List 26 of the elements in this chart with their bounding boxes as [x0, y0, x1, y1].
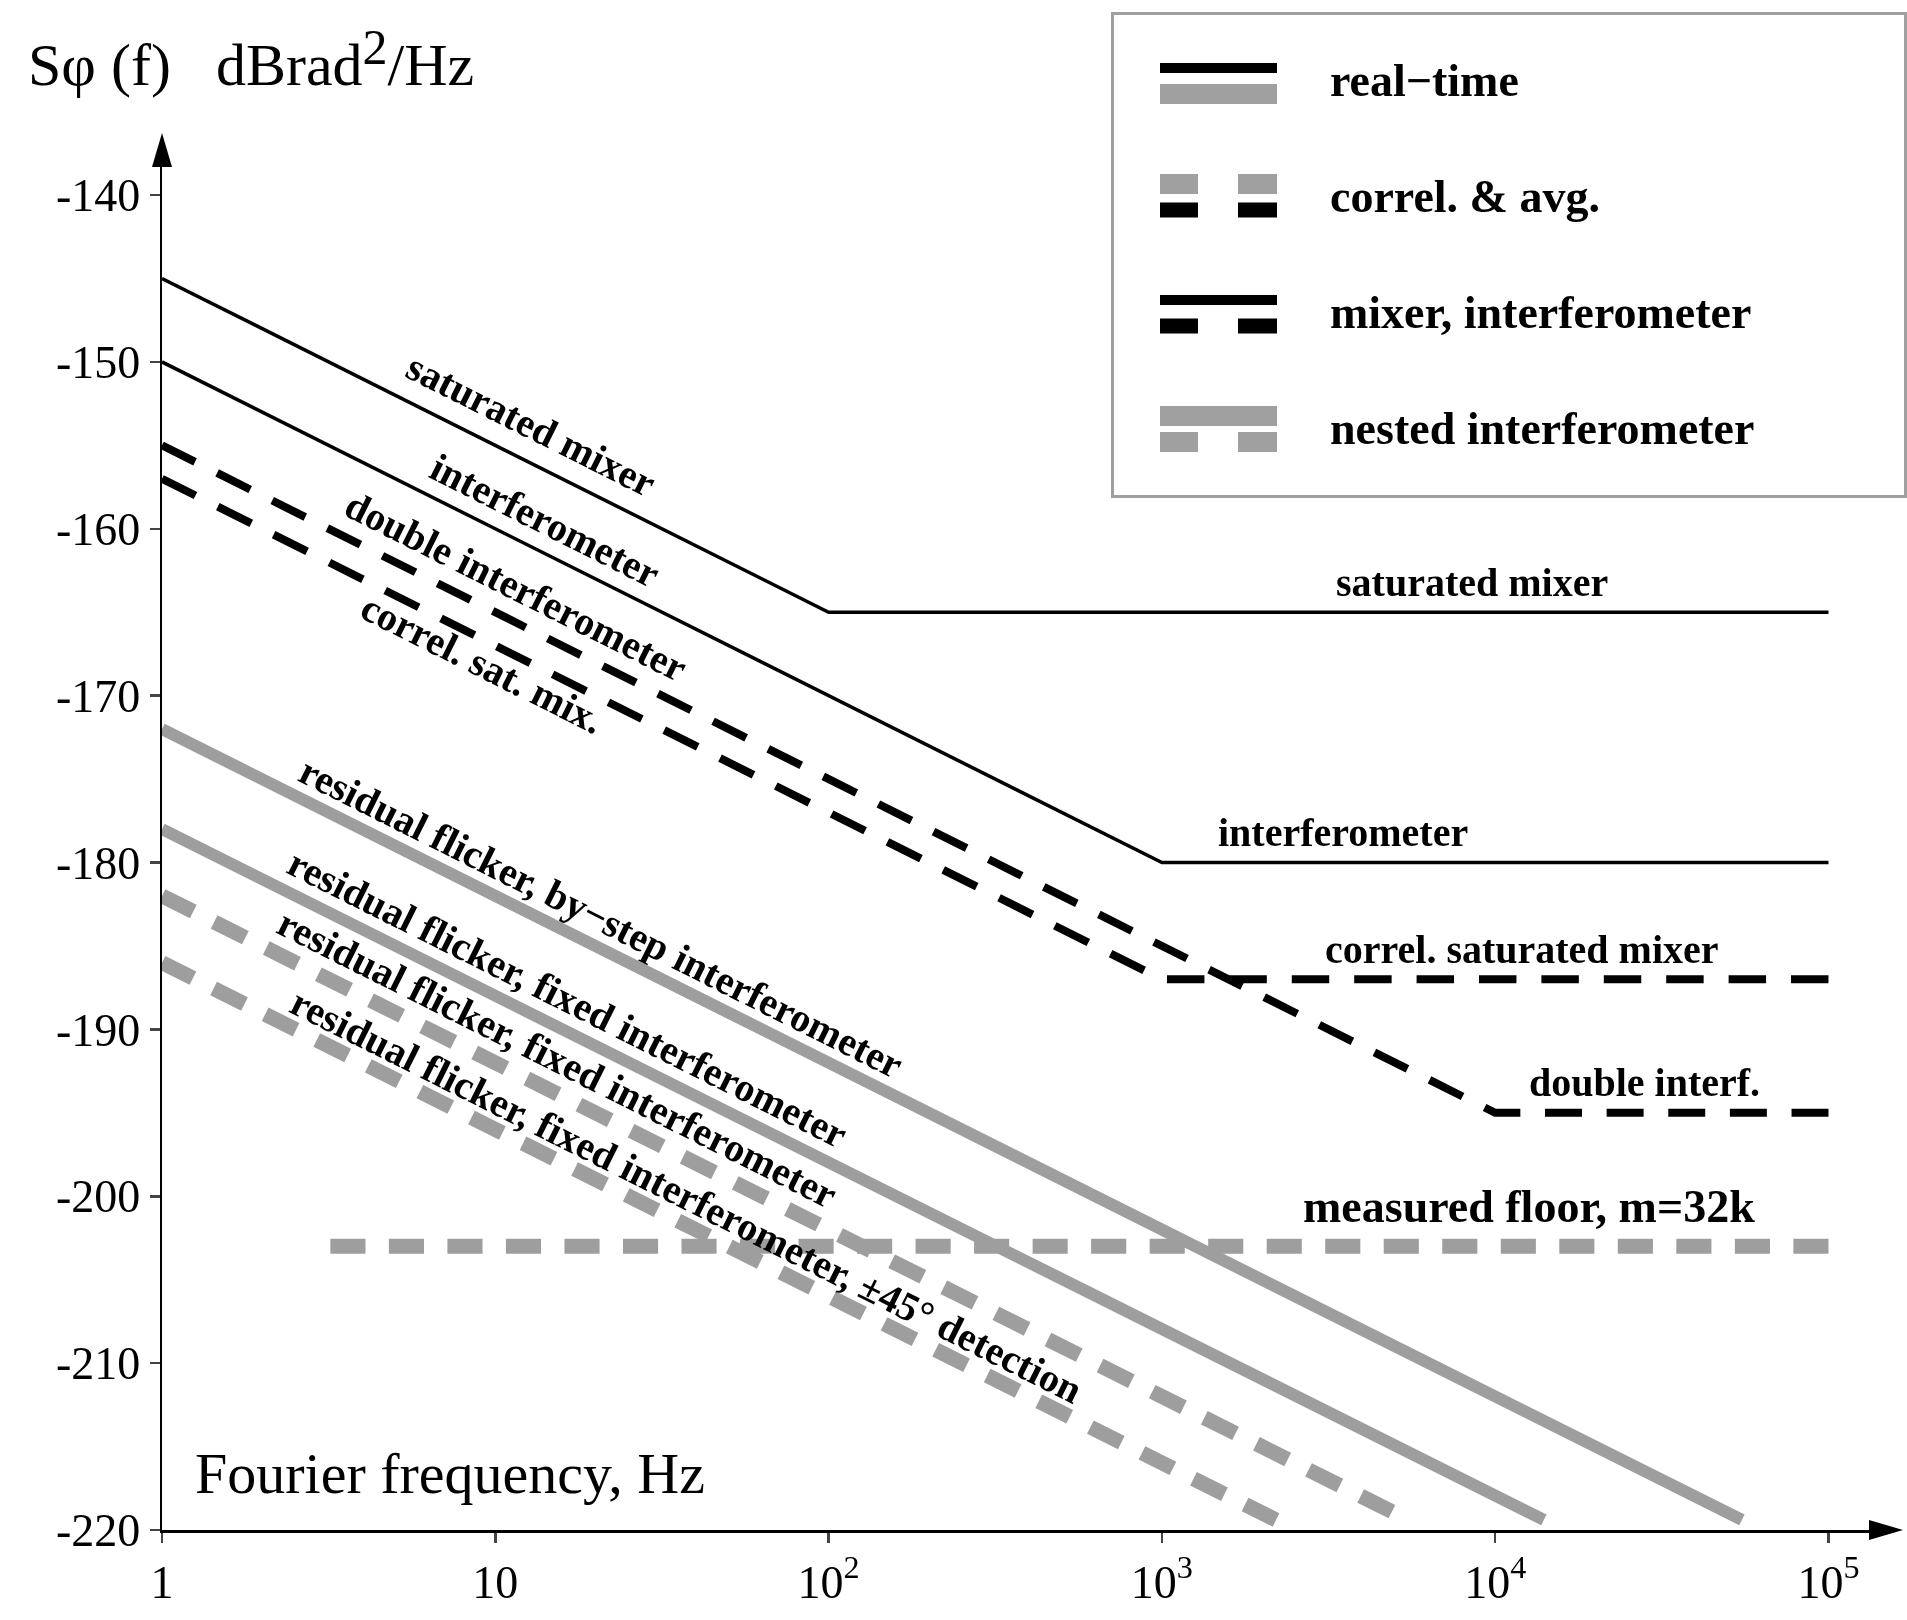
x-tick-label: 10$^{2}$	[797, 1549, 860, 1608]
y-tick-label: -220	[55, 1505, 141, 1557]
annotation: saturated mixer	[1336, 560, 1609, 605]
y-axis-title: Sφ (f) dBrad$^{2}$/Hz	[28, 18, 475, 100]
text: real−time	[1330, 55, 1519, 106]
x-tick-label: 10$^{5}$	[1797, 1549, 1860, 1608]
y-tick-label: -140	[55, 170, 141, 222]
y-tick-label: -180	[55, 837, 141, 889]
annotation: nested interferometer	[1330, 402, 1755, 456]
annotation: mixer, interferometer	[1330, 286, 1752, 340]
x-axis-title: Fourier frequency, Hz	[195, 1440, 705, 1507]
y-tick-label: -210	[55, 1338, 141, 1390]
annotation: interferometer	[1218, 810, 1469, 855]
y-tick-label: -200	[55, 1171, 141, 1223]
x-tick-label: 10$^{3}$	[1130, 1549, 1193, 1608]
series-label: measured floor, m=32k	[1303, 1181, 1756, 1232]
y-tick-label: -150	[55, 337, 141, 389]
y-tick-label: -160	[55, 503, 141, 555]
y-tick-label: -170	[55, 670, 141, 722]
y-tick-label: -190	[55, 1004, 141, 1056]
annotation: correl. & avg.	[1330, 170, 1600, 224]
annotation: correl. saturated mixer	[1325, 927, 1719, 972]
x-tick-label: 10$^{4}$	[1464, 1549, 1527, 1608]
x-tick-label: 1	[150, 1556, 174, 1608]
x-tick-label: 10	[472, 1556, 519, 1608]
annotation: double interf.	[1529, 1060, 1761, 1105]
